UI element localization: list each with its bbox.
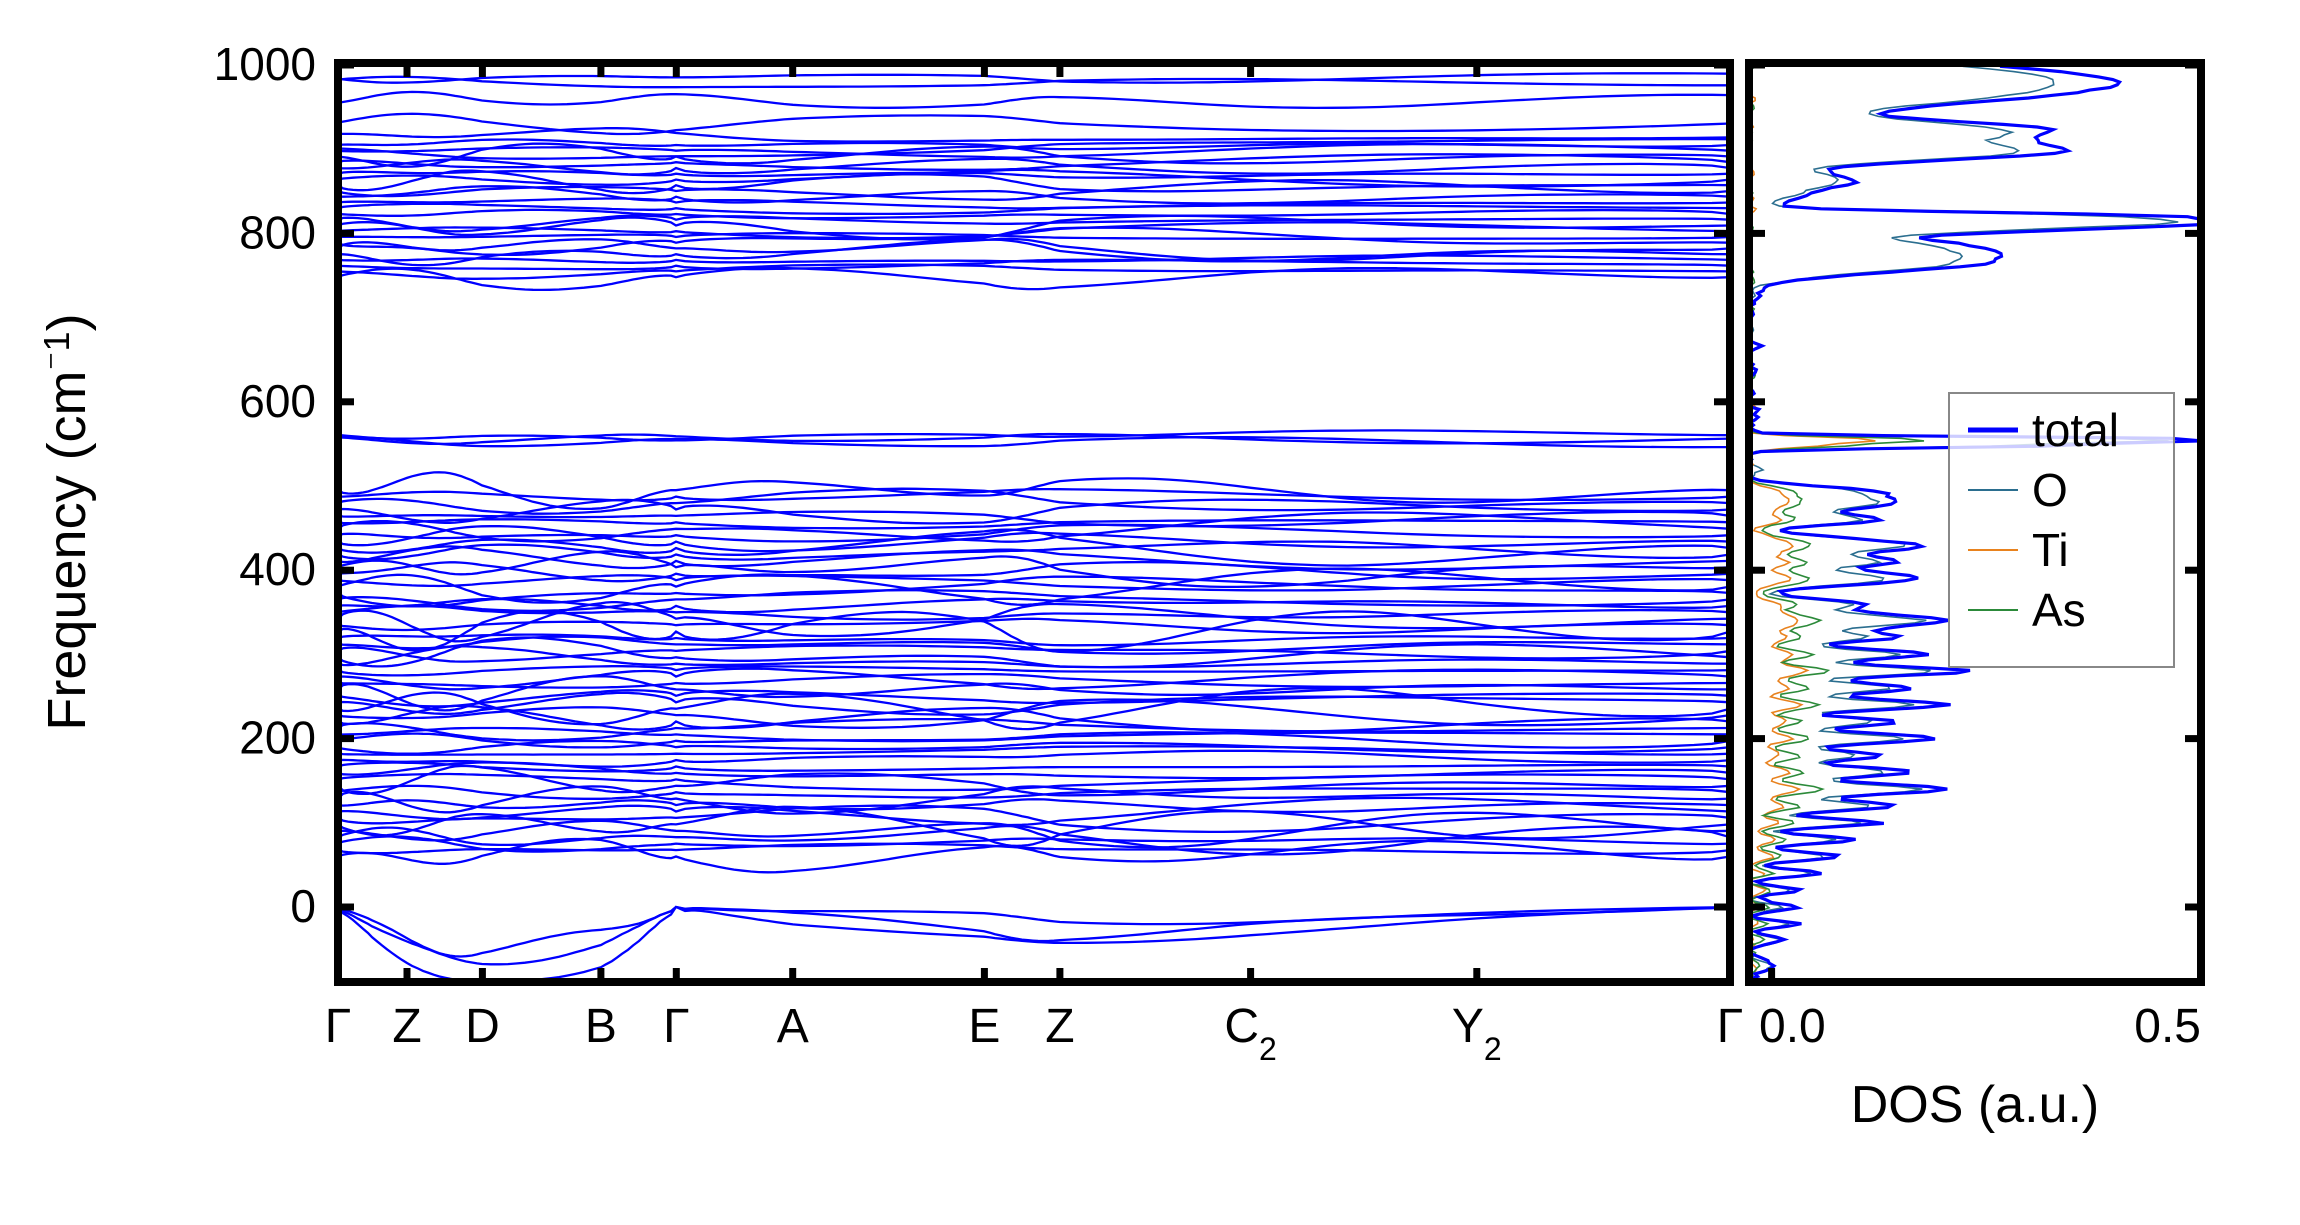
svg-text:0.5: 0.5 — [2134, 1000, 2201, 1053]
svg-text:E: E — [968, 1000, 1000, 1053]
svg-text:0: 0 — [290, 880, 316, 932]
svg-text:Γ: Γ — [325, 1000, 351, 1053]
svg-text:B: B — [585, 1000, 617, 1053]
svg-text:200: 200 — [239, 712, 316, 764]
svg-text:D: D — [465, 1000, 500, 1053]
svg-text:600: 600 — [239, 375, 316, 427]
svg-text:Z: Z — [392, 1000, 421, 1053]
svg-text:Γ: Γ — [1717, 1000, 1743, 1053]
svg-text:DOS (a.u.): DOS (a.u.) — [1851, 1076, 2100, 1134]
svg-text:Z: Z — [1045, 1000, 1074, 1053]
svg-text:total: total — [2032, 404, 2119, 456]
svg-text:O: O — [2032, 464, 2068, 516]
svg-text:1000: 1000 — [214, 38, 316, 90]
svg-text:Frequency (cm⁻1): Frequency (cm⁻1) — [36, 313, 97, 730]
svg-text:0.0: 0.0 — [1759, 1000, 1826, 1053]
svg-text:800: 800 — [239, 206, 316, 258]
svg-text:As: As — [2032, 584, 2086, 636]
svg-text:Ti: Ti — [2032, 524, 2069, 576]
svg-text:A: A — [777, 1000, 809, 1053]
svg-text:400: 400 — [239, 543, 316, 595]
svg-text:Γ: Γ — [663, 1000, 689, 1053]
